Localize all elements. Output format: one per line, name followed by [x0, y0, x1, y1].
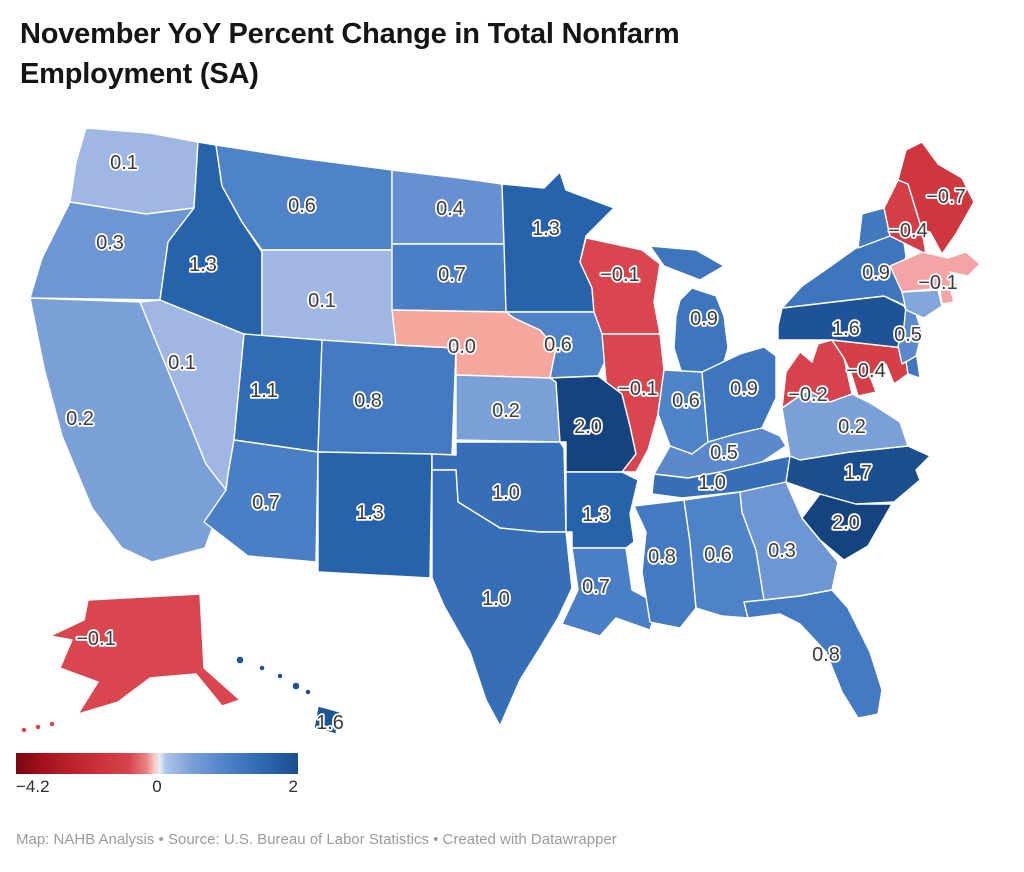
state-value-label-ne: 0.0 [448, 336, 476, 358]
state-value-label-ks: 0.2 [492, 400, 520, 422]
state-value-label-co: 0.8 [354, 390, 382, 412]
state-me[interactable] [897, 141, 975, 255]
state-value-label-nd: 0.4 [436, 198, 464, 220]
state-value-label-id: 1.3 [189, 254, 217, 276]
state-hi[interactable] [235, 655, 341, 735]
state-value-label-wv: −0.2 [788, 384, 827, 406]
state-value-label-or: 0.3 [96, 232, 124, 254]
state-ri[interactable] [939, 287, 955, 305]
state-value-label-al: 0.6 [704, 544, 732, 566]
state-value-label-az: 0.7 [252, 492, 280, 514]
state-value-label-ar: 1.3 [582, 504, 610, 526]
legend-labels: −4.2 0 2 [16, 777, 316, 799]
state-value-label-mi: 0.9 [690, 308, 718, 330]
state-value-label-il: −0.1 [618, 378, 657, 400]
state-fl[interactable] [743, 589, 883, 719]
state-nm[interactable] [317, 451, 433, 579]
state-value-label-tn: 1.0 [698, 472, 726, 494]
state-value-label-ny: 0.9 [862, 262, 890, 284]
state-value-label-ia: 0.6 [544, 334, 572, 356]
state-value-label-ga: 0.3 [768, 540, 796, 562]
state-value-label-tx: 1.0 [482, 588, 510, 610]
chart-title: November YoY Percent Change in Total Non… [20, 18, 680, 91]
state-value-label-la: 0.7 [582, 576, 610, 598]
state-value-label-sd: 0.7 [438, 264, 466, 286]
state-value-label-va: 0.2 [838, 416, 866, 438]
state-ct[interactable] [901, 289, 943, 319]
state-value-label-mt: 0.6 [288, 195, 316, 217]
state-value-label-nh: −0.4 [888, 220, 927, 242]
state-value-label-wa: 0.1 [110, 152, 138, 174]
state-ar[interactable] [565, 471, 639, 549]
state-value-label-ca: 0.2 [66, 408, 94, 430]
state-value-label-pa: 1.6 [832, 318, 860, 340]
state-value-label-ms: 0.8 [648, 546, 676, 568]
state-value-label-nc: 1.7 [844, 462, 872, 484]
state-value-label-me: −0.7 [926, 186, 965, 208]
state-value-label-wy: 0.1 [308, 290, 336, 312]
state-in[interactable] [657, 369, 709, 455]
state-la[interactable] [561, 547, 659, 637]
state-value-label-oh: 0.9 [730, 378, 758, 400]
state-value-label-ok: 1.0 [492, 482, 520, 504]
legend-max-label: 2 [288, 777, 298, 796]
state-value-label-ut: 1.1 [250, 380, 278, 402]
state-value-label-mn: 1.3 [532, 218, 560, 240]
state-value-label-nm: 1.3 [356, 502, 384, 524]
state-nj[interactable] [897, 305, 923, 365]
state-value-label-ak: −0.1 [76, 628, 115, 650]
state-value-label-nv: 0.1 [168, 352, 196, 374]
state-ut[interactable] [233, 333, 323, 453]
state-value-label-md: −0.4 [846, 360, 885, 382]
state-co[interactable] [317, 339, 457, 456]
state-value-label-nj: 0.5 [894, 324, 922, 346]
state-value-label-sc: 2.0 [832, 512, 860, 534]
state-mi[interactable] [649, 245, 729, 381]
state-value-label-hi: 1.6 [316, 712, 344, 734]
state-value-label-fl: 0.8 [812, 644, 840, 666]
state-ak[interactable] [20, 593, 241, 734]
state-ma[interactable] [889, 251, 981, 293]
state-value-label-ky: 0.5 [710, 442, 738, 464]
legend-min-label: −4.2 [16, 777, 50, 796]
state-value-label-wi: −0.1 [600, 264, 639, 286]
attribution-footer: Map: NAHB Analysis • Source: U.S. Bureau… [16, 831, 617, 848]
legend-zero-label: 0 [152, 777, 162, 796]
state-tx[interactable] [431, 469, 573, 727]
legend-gradient-bar [16, 753, 298, 774]
state-value-label-ma: −0.1 [918, 272, 957, 294]
state-value-label-in: 0.6 [672, 390, 700, 412]
color-legend: −4.2 0 2 [16, 753, 316, 801]
state-value-label-mo: 2.0 [574, 416, 602, 438]
